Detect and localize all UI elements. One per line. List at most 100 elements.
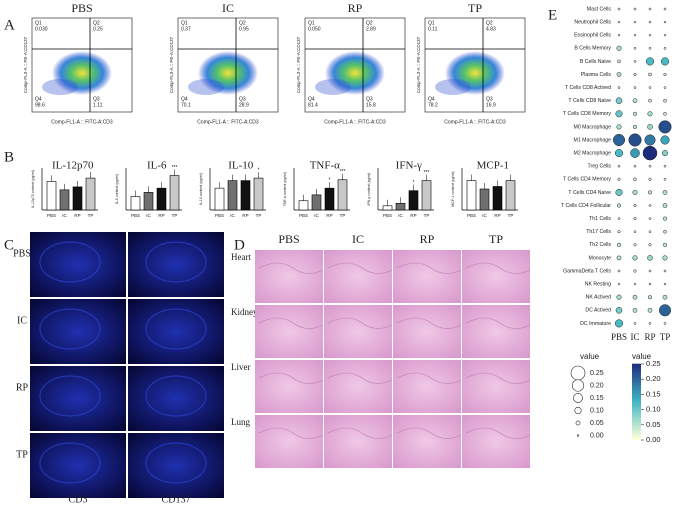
dot	[633, 322, 637, 325]
colorbar-segment	[632, 426, 641, 429]
row-label: Heart	[231, 252, 251, 262]
bar	[395, 202, 406, 211]
x-tick-label: TP	[508, 213, 514, 218]
dot	[633, 177, 637, 182]
legend-dot	[573, 393, 583, 403]
histology-image	[255, 360, 323, 413]
row-label: M2 Macrophage	[574, 150, 612, 156]
row-label: Lung	[231, 417, 250, 427]
colorbar-segment	[632, 397, 641, 401]
histology-image	[255, 305, 323, 358]
dot	[633, 282, 637, 286]
legend-label: 0.10	[646, 405, 661, 414]
chart-title: IFN-γ	[396, 160, 422, 172]
row-label: T Cells CD8 Memory	[563, 111, 611, 117]
dot	[648, 20, 652, 24]
dot	[648, 98, 652, 103]
dot	[617, 86, 621, 89]
histology-image	[462, 305, 530, 358]
x-axis-label: Comp-FL1-A :: FITC-A:CD3	[444, 119, 506, 125]
quadrant-value: 28.9	[239, 102, 249, 108]
significance: *	[413, 180, 415, 186]
fluorescence-image	[128, 433, 224, 498]
dot	[614, 149, 624, 158]
dot	[615, 110, 623, 118]
bar	[337, 179, 348, 211]
tissue-texture	[465, 262, 531, 274]
chart-title: IL-12p70	[52, 160, 94, 172]
bar	[253, 177, 264, 211]
panel-label: E	[548, 7, 557, 23]
dot	[617, 177, 621, 181]
quadrant-value: 16.9	[486, 102, 496, 108]
dot	[647, 111, 653, 117]
colorbar-segment	[632, 415, 641, 418]
dot	[616, 294, 622, 300]
tissue-texture	[145, 442, 207, 484]
dot	[630, 148, 640, 158]
colorbar-segment	[632, 401, 641, 405]
x-tick-label: IC	[146, 213, 151, 218]
x-tick-label: PBS	[467, 213, 476, 218]
column-label: TP	[660, 332, 671, 342]
colorbar-segment	[632, 384, 641, 388]
colorbar-segment	[632, 411, 641, 414]
colorbar-segment	[632, 390, 641, 393]
quadrant-label: Q2	[239, 20, 246, 26]
flow-title: IC	[222, 1, 234, 15]
quadrant-value: 15.8	[366, 102, 376, 108]
x-tick-label: IC	[230, 213, 235, 218]
colorbar-segment	[632, 409, 641, 412]
dot	[647, 308, 653, 313]
x-tick-label: IC	[62, 213, 67, 218]
x-tick-label: PBS	[215, 213, 224, 218]
dot	[663, 98, 667, 103]
quadrant-value: 4.83	[486, 26, 496, 32]
dot	[648, 230, 652, 233]
dot	[633, 20, 637, 24]
cell-cloud	[198, 51, 258, 96]
dot	[617, 282, 621, 286]
dot	[663, 112, 667, 116]
legend-title: value	[580, 352, 600, 361]
cell-cloud-tail	[188, 79, 224, 96]
colorbar-segment	[632, 380, 641, 384]
dot	[661, 150, 669, 157]
colorbar-segment	[632, 373, 641, 376]
dot	[663, 229, 667, 234]
significance: ***	[340, 169, 346, 175]
dot	[616, 45, 622, 51]
legend-dot	[570, 365, 586, 381]
y-axis-label: IL-10 content (pg/ml)	[199, 173, 203, 205]
y-axis-label: MCP-1 content (pg/ml)	[451, 171, 455, 206]
legend-dot	[576, 434, 580, 437]
quadrant-value: 78.2	[428, 102, 438, 108]
histology-image	[255, 250, 323, 303]
legend-label: 0.00	[646, 435, 661, 444]
quadrant-value: 0.37	[181, 26, 191, 32]
dot	[617, 7, 621, 11]
colorbar-segment	[632, 424, 641, 427]
dot	[663, 269, 667, 273]
row-label: DC Actived	[585, 308, 611, 314]
histology-image	[393, 360, 461, 413]
fluorescence-image	[128, 232, 224, 297]
fluorescence-image	[30, 433, 126, 498]
legend-label: 0.15	[590, 395, 604, 402]
row-label: Kidney	[231, 307, 258, 317]
bar	[143, 192, 154, 211]
tissue-texture	[396, 262, 462, 274]
row-label: Monocyte	[589, 255, 612, 261]
significance: *	[258, 167, 260, 173]
x-axis-label: Comp-FL1-A :: FITC-A:CD3	[51, 119, 113, 125]
dot	[633, 86, 637, 89]
dot	[632, 98, 638, 103]
dot	[617, 34, 621, 37]
column-label: IC	[631, 332, 640, 342]
dot	[614, 319, 624, 328]
x-axis-label: Comp-FL1-A :: FITC-A:CD3	[324, 119, 386, 125]
dot	[648, 282, 652, 286]
colorbar-segment	[632, 365, 641, 369]
x-tick-label: RP	[158, 213, 164, 218]
